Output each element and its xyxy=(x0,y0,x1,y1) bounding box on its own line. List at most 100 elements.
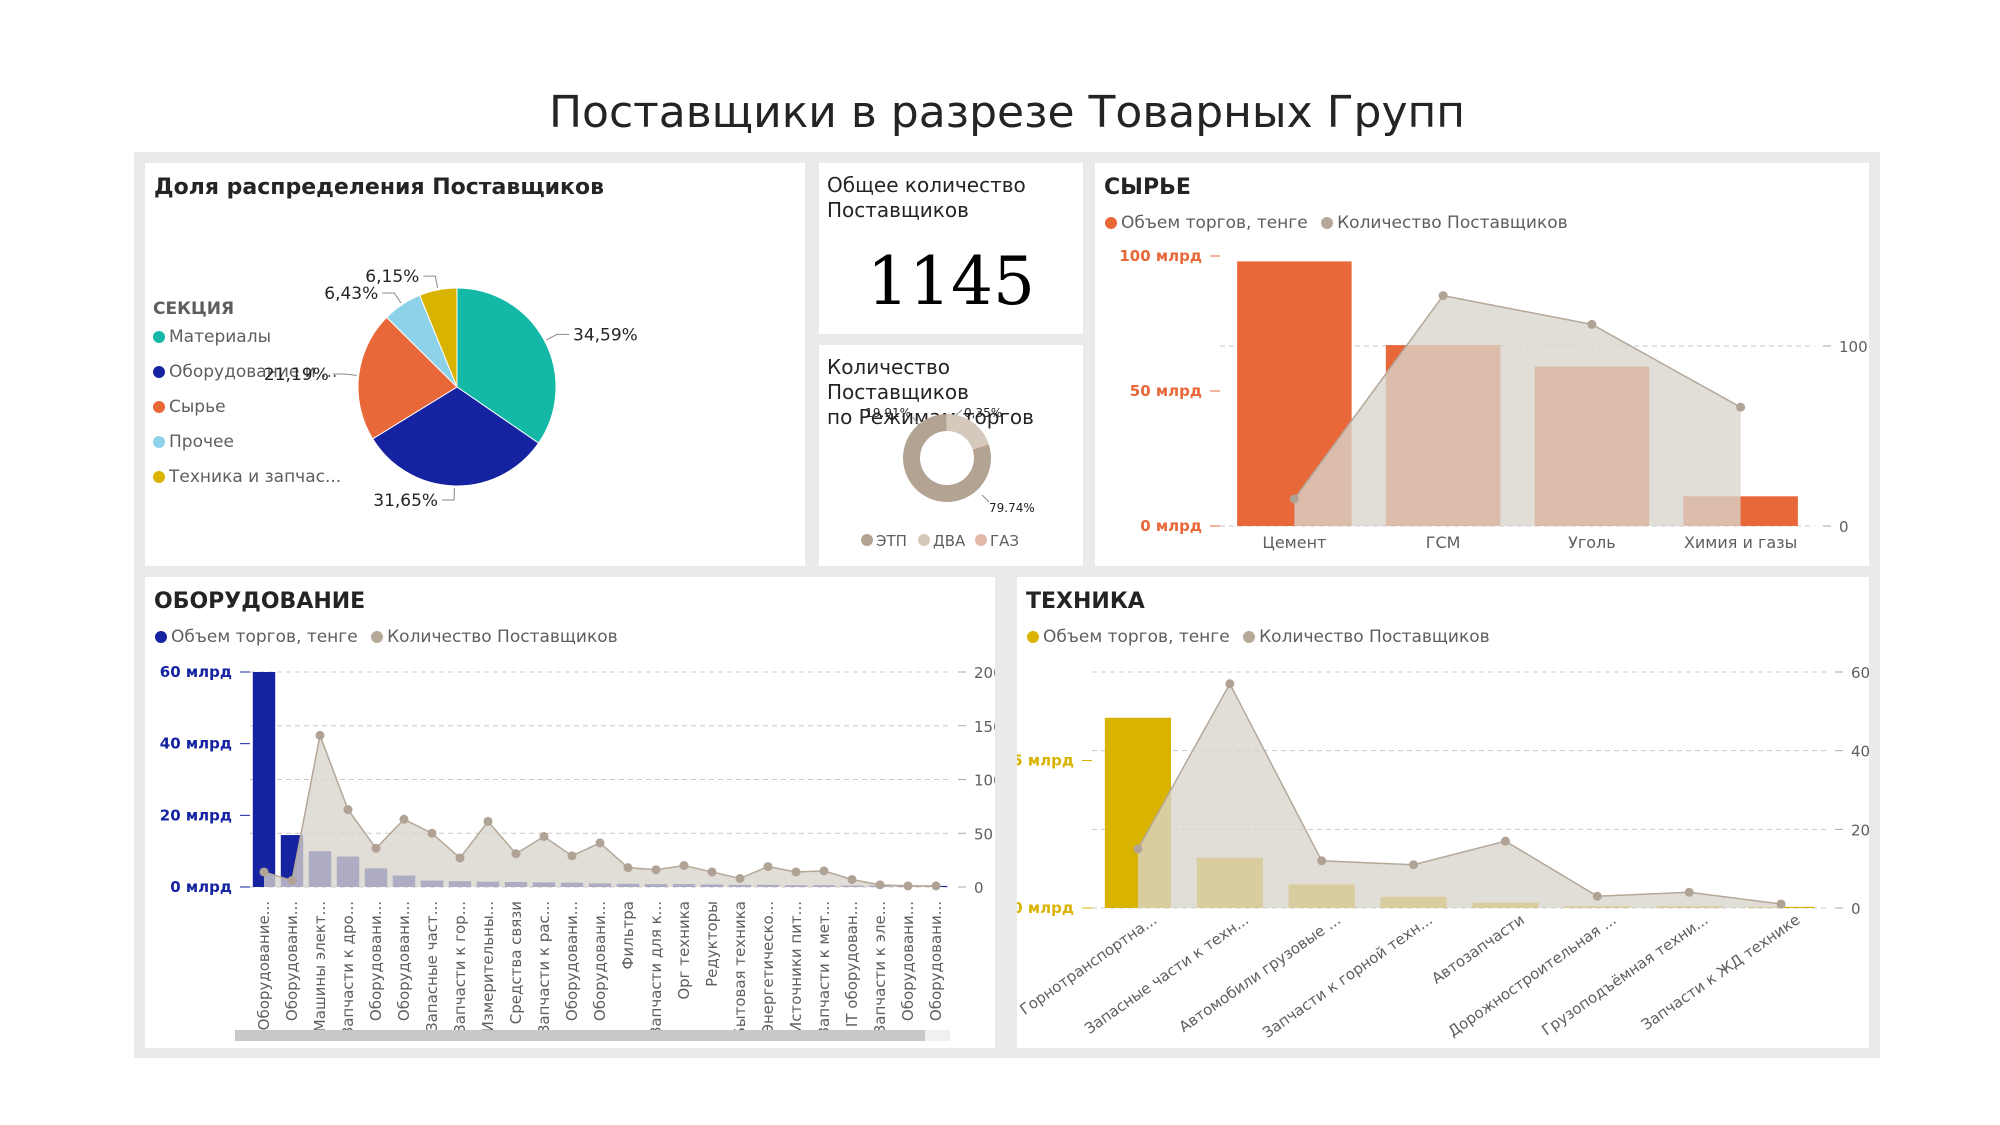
pie-slice xyxy=(357,316,458,440)
count-point xyxy=(875,880,885,890)
legend-dot xyxy=(153,366,165,378)
pie-data-label: 31,65% xyxy=(373,491,438,511)
right-axis-tick-label: 20 xyxy=(1851,821,1869,839)
legend-item-volume[interactable]: Объем торгов, тенге xyxy=(1027,627,1230,647)
right-axis-tick-label: 50 xyxy=(974,825,993,843)
count-point xyxy=(1133,844,1143,854)
category-label: Оборудовани... xyxy=(367,901,385,1021)
legend-item-count[interactable]: Количество Поставщиков xyxy=(1243,627,1490,647)
count-point xyxy=(343,805,353,815)
category-label: Запасные част... xyxy=(423,901,441,1032)
legend-label: Объем торгов, тенге xyxy=(1043,627,1230,647)
category-label: Запчасти для к... xyxy=(647,901,665,1036)
count-point xyxy=(1438,291,1448,301)
left-axis-tick-label: 0 млрд xyxy=(1017,899,1074,917)
total-suppliers-value: 1145 xyxy=(867,243,1035,320)
count-point xyxy=(819,866,829,876)
count-point xyxy=(931,881,941,891)
right-axis-tick-label: 0 xyxy=(1851,900,1861,918)
category-label: Энергетическо... xyxy=(759,901,777,1035)
count-point xyxy=(1587,319,1597,329)
category-label: Запчасти к горной техн... xyxy=(1259,911,1436,1042)
legend-label: Сырье xyxy=(169,397,226,417)
legend-dot xyxy=(371,631,384,643)
equipment-legend: Объем торгов, тенге Количество Поставщик… xyxy=(155,627,626,647)
category-label: Запчасти к гор... xyxy=(451,901,469,1034)
count-point xyxy=(707,867,717,877)
pie-slice xyxy=(371,386,540,487)
count-point xyxy=(1592,891,1602,901)
legend-item-materials[interactable]: Материалы xyxy=(153,327,341,362)
count-point xyxy=(847,874,857,884)
category-label: Запчасти к рас... xyxy=(535,901,553,1034)
pie-slice xyxy=(456,287,557,444)
donut-slice xyxy=(903,414,991,502)
category-label: Бытовая техника xyxy=(731,901,749,1038)
pie-chart: 34,59% 31,65% 21,19% 6,43%6,15% xyxy=(264,267,638,511)
legend-dot xyxy=(155,631,167,643)
right-axis-tick-label: 100 xyxy=(1839,338,1868,356)
count-point xyxy=(651,865,661,875)
total-title-line2: Поставщиков xyxy=(827,198,969,222)
legend-item-raw[interactable]: Сырье xyxy=(153,397,341,432)
tech-legend: Объем торгов, тенге Количество Поставщик… xyxy=(1027,627,1498,647)
donut-slice xyxy=(972,443,989,450)
raw-panel-title: СЫРЬЕ xyxy=(1104,175,1191,200)
category-label: Запчасти к эле... xyxy=(871,901,889,1034)
legend-item-tech[interactable]: Техника и запчас... xyxy=(153,467,341,502)
donut-legend-label: ДВА xyxy=(933,532,966,550)
left-axis-tick-label: 0 млрд xyxy=(170,878,232,896)
pie-group: 34,59% 31,65% 21,19% 6,43%6,15% xyxy=(264,267,638,511)
count-point xyxy=(427,828,437,838)
total-panel: Общее количество Поставщиков 1145 xyxy=(819,163,1083,334)
section-legend-title: СЕКЦИЯ xyxy=(153,299,235,319)
donut-data-label: 0,35% xyxy=(964,406,1002,420)
donut-legend-dot xyxy=(861,534,873,546)
equipment-combo-chart: 0 50 100 150 200 0 млрд 20 млрд 40 млрд 60 млрд О… xyxy=(160,663,995,1038)
right-axis-tick-label: 0 xyxy=(1839,518,1849,536)
legend-item-equipment[interactable]: Оборудование и ... xyxy=(153,362,341,397)
count-point xyxy=(1225,679,1235,689)
tech-panel: ТЕХНИКА Объем торгов, тенге Количество П… xyxy=(1017,577,1869,1048)
category-label: Оборудование... xyxy=(255,901,273,1030)
legend-item-count[interactable]: Количество Поставщиков xyxy=(371,627,618,647)
donut-leader-line xyxy=(955,409,963,416)
category-label: Редукторы xyxy=(703,901,721,987)
legend-dot xyxy=(1105,217,1117,229)
equipment-panel: ОБОРУДОВАНИЕ Объем торгов, тенге Количес… xyxy=(145,577,995,1048)
right-axis-tick-label: 100 xyxy=(974,772,995,790)
pie-data-label: 34,59% xyxy=(573,325,638,345)
scrollbar-thumb[interactable] xyxy=(235,1030,925,1041)
category-label: Химия и газы xyxy=(1684,533,1797,552)
legend-item-volume[interactable]: Объем торгов, тенге xyxy=(1105,213,1308,233)
category-label: Запчасти к ЖД технике xyxy=(1638,911,1803,1034)
horizontal-scrollbar[interactable] xyxy=(235,1030,950,1041)
legend-label: Прочее xyxy=(169,432,234,452)
category-label: Орг техника xyxy=(675,901,693,1000)
legend-item-other[interactable]: Прочее xyxy=(153,432,341,467)
count-line xyxy=(1293,294,1741,500)
count-point xyxy=(595,838,605,848)
count-point xyxy=(735,873,745,883)
pie-data-label: 21,19% xyxy=(264,365,329,385)
legend-label: Материалы xyxy=(169,327,271,347)
count-point xyxy=(287,876,297,886)
tech-panel-title: ТЕХНИКА xyxy=(1026,589,1145,614)
pie-leader-line xyxy=(382,292,402,304)
pie-slice xyxy=(419,287,458,388)
donut-leader-line xyxy=(912,416,920,426)
left-axis-tick-label: 0 млрд xyxy=(1140,517,1202,535)
pie-panel-title: Доля распределения Поставщиков xyxy=(154,175,605,200)
legend-item-volume[interactable]: Объем торгов, тенге xyxy=(155,627,358,647)
legend-item-count[interactable]: Количество Поставщиков xyxy=(1321,213,1568,233)
donut-legend-label: ЭТП xyxy=(876,532,907,550)
donut-legend-dot xyxy=(975,534,987,546)
count-point xyxy=(1684,887,1694,897)
raw-combo-chart: 0 100 0 млрд 50 млрд 100 млрд Цемент ГСМ Уголь Х… xyxy=(1119,247,1868,552)
count-point xyxy=(903,881,913,891)
category-label: Автомобили грузовые ... xyxy=(1176,911,1344,1036)
category-label: Оборудовани... xyxy=(395,901,413,1021)
category-label: Оборудовани... xyxy=(591,901,609,1021)
pie-leader-line xyxy=(423,275,439,288)
